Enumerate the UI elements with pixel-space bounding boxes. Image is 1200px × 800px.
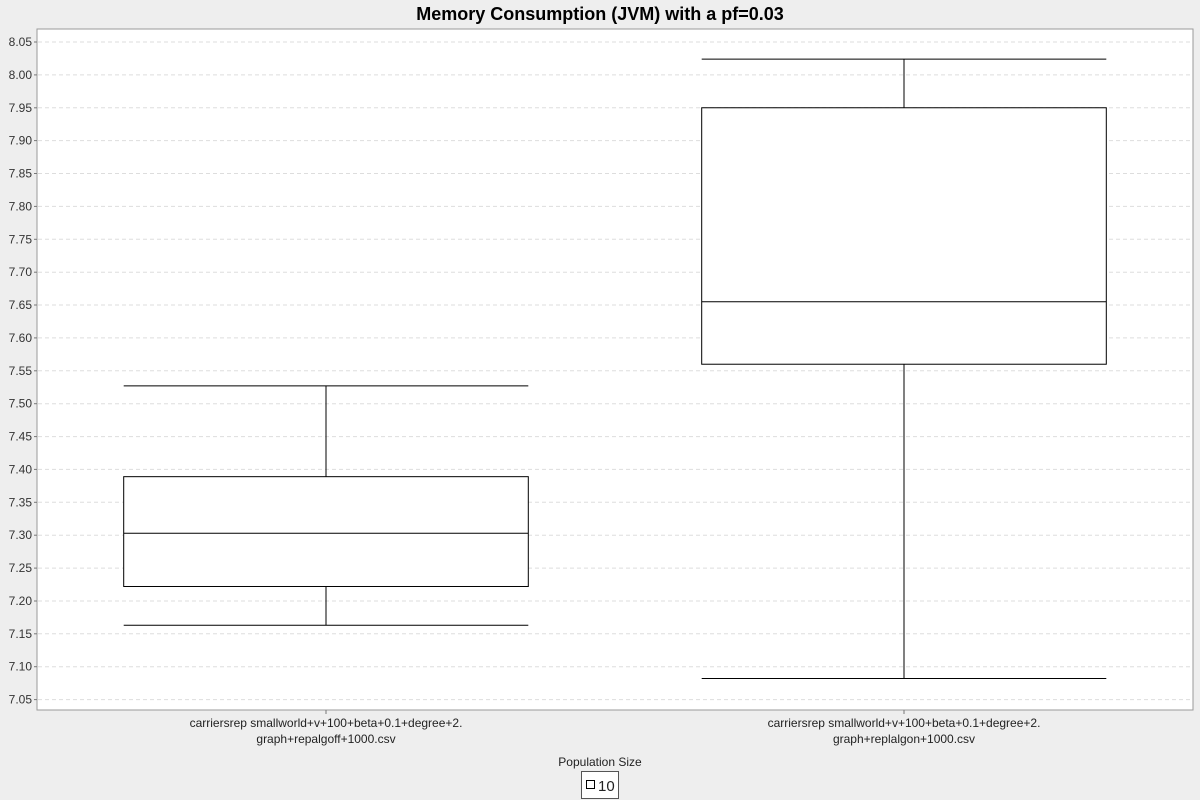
y-tick-label: 7.85 xyxy=(9,167,33,181)
legend-label: 10 xyxy=(598,778,615,795)
x-category-label: carriersrep smallworld+v+100+beta+0.1+de… xyxy=(768,716,1041,730)
x-category-label: carriersrep smallworld+v+100+beta+0.1+de… xyxy=(190,716,463,730)
y-tick-label: 7.50 xyxy=(9,397,33,411)
y-tick-label: 8.00 xyxy=(9,68,33,82)
y-tick-label: 7.95 xyxy=(9,101,33,115)
legend: 10 xyxy=(581,771,619,799)
legend-title: Population Size xyxy=(558,755,642,769)
legend-box xyxy=(581,771,619,799)
y-tick-label: 7.75 xyxy=(9,232,33,246)
y-tick-label: 7.40 xyxy=(9,462,33,476)
y-tick-label: 7.25 xyxy=(9,561,33,575)
y-tick-label: 7.80 xyxy=(9,199,33,213)
y-tick-label: 7.05 xyxy=(9,693,33,707)
x-axis: carriersrep smallworld+v+100+beta+0.1+de… xyxy=(190,710,1041,746)
y-tick-label: 7.15 xyxy=(9,627,33,641)
x-category-label: graph+replalgon+1000.csv xyxy=(833,732,975,746)
chart-title: Memory Consumption (JVM) with a pf=0.03 xyxy=(416,4,784,24)
y-tick-label: 7.70 xyxy=(9,265,33,279)
grid-lines xyxy=(38,41,1192,701)
box-plot xyxy=(701,58,1107,680)
iqr-box xyxy=(123,476,529,587)
y-tick-label: 7.30 xyxy=(9,528,33,542)
x-category-label: graph+repalgoff+1000.csv xyxy=(256,732,395,746)
y-tick-label: 7.60 xyxy=(9,331,33,345)
legend-swatch xyxy=(586,780,595,789)
iqr-box xyxy=(701,107,1107,365)
y-tick-label: 7.20 xyxy=(9,594,33,608)
y-tick-label: 7.90 xyxy=(9,134,33,148)
y-tick-label: 7.55 xyxy=(9,364,33,378)
y-tick-label: 7.10 xyxy=(9,660,33,674)
y-axis: 7.05 7.10 7.15 7.20 7.25 7.30 7.35 7.40 7.45 7.50… xyxy=(9,35,37,707)
box-plots xyxy=(123,58,1107,680)
y-tick-label: 8.05 xyxy=(9,35,33,49)
box-plot xyxy=(123,385,529,626)
y-tick-label: 7.35 xyxy=(9,495,33,509)
y-tick-label: 7.45 xyxy=(9,430,33,444)
y-tick-label: 7.65 xyxy=(9,298,33,312)
